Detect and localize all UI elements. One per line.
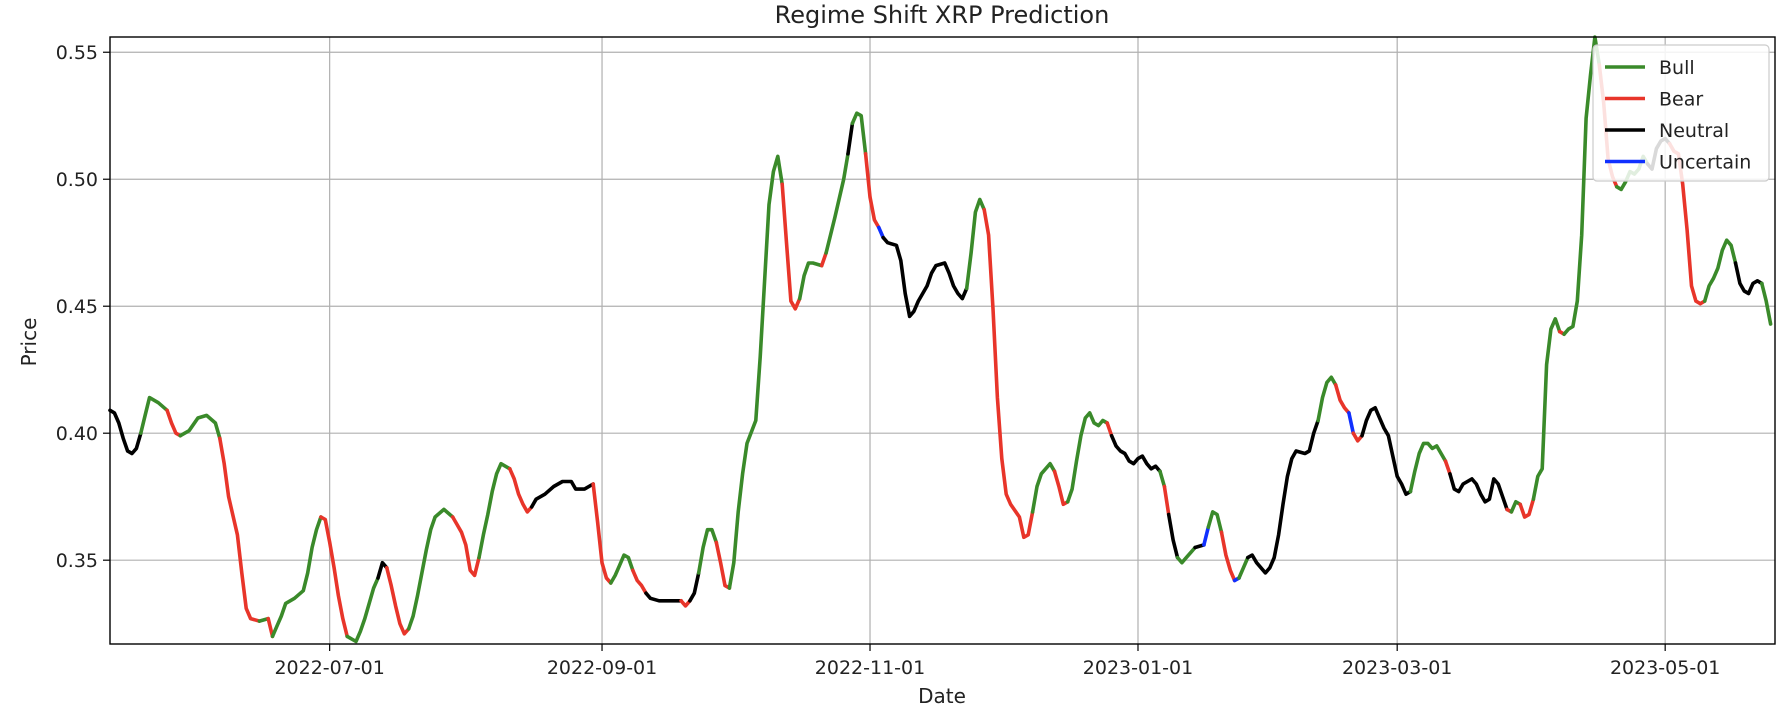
plot-frame <box>109 36 1776 645</box>
series-segment-neutral <box>1166 512 1180 560</box>
series-segment-bull <box>406 507 455 631</box>
y-axis-label: Price <box>17 318 41 367</box>
series-segment-bull <box>1702 238 1738 303</box>
series-segment-bull <box>178 413 222 441</box>
series-segment-uncertain <box>1347 411 1356 436</box>
x-axis-ticks: 2022-07-01 2022-09-01 2022-11-01 2023-01-01… <box>274 644 1720 679</box>
series-segment-bear <box>1443 459 1452 476</box>
series-segment-bear <box>507 466 534 514</box>
y-axis-ticks: 0.35 0.40 0.45 0.50 0.55 <box>56 42 110 572</box>
chart-title: Regime Shift XRP Prediction <box>775 1 1110 29</box>
series-segment-neutral <box>1448 471 1509 512</box>
series-segment-uncertain <box>876 225 886 240</box>
legend-label-bear: Bear <box>1659 89 1703 111</box>
series-segment-neutral <box>1109 433 1162 474</box>
series-segment-bear <box>218 436 262 623</box>
series-segment-bull <box>727 154 785 590</box>
series-segment-bull <box>1531 317 1562 502</box>
y-tick-label: 0.55 <box>56 42 98 64</box>
series-segment-bull <box>1408 441 1448 494</box>
series-segment-bear <box>780 182 802 311</box>
legend-label-uncertain: Uncertain <box>1659 152 1751 174</box>
series-segment-bear <box>266 616 275 639</box>
legend-label-neutral: Neutral <box>1659 120 1729 142</box>
series-segment-neutral <box>881 235 969 319</box>
series-segment-bear <box>1105 421 1114 438</box>
series-segment-bear <box>165 408 183 438</box>
x-tick-label: 2022-07-01 <box>274 657 384 679</box>
series-segment-bear <box>982 207 1035 540</box>
series-segment-bull <box>824 152 850 255</box>
series-segment-bear <box>450 515 481 578</box>
series-segment-bull <box>477 461 512 560</box>
series-segment-bull <box>270 515 323 639</box>
series-segment-bear <box>863 152 881 230</box>
legend: Bull Bear Neutral Uncertain <box>1592 44 1770 182</box>
series-segment-bear <box>384 565 411 636</box>
series-segment-bull <box>964 197 987 291</box>
x-tick-label: 2023-05-01 <box>1610 657 1720 679</box>
series-segment-neutral <box>108 408 143 456</box>
series-segment-bull <box>696 527 719 575</box>
y-tick-label: 0.45 <box>56 296 98 318</box>
series-segment-bull <box>797 261 824 301</box>
series-segment-uncertain <box>1202 525 1211 547</box>
series-segment-bull <box>1175 545 1197 565</box>
series-segment-bear <box>1219 530 1237 583</box>
series-segment-bull <box>1030 461 1057 514</box>
x-tick-label: 2023-03-01 <box>1342 657 1452 679</box>
series-segment-bull <box>139 395 169 436</box>
series-segment-bull <box>1158 469 1167 489</box>
series-segment-bull <box>345 576 380 644</box>
series-segment-bull <box>1206 510 1224 535</box>
series-segment-neutral <box>1246 418 1320 575</box>
series-segment-neutral <box>846 121 855 156</box>
series-segment-bear <box>1333 383 1351 415</box>
series-segment-bear <box>714 540 732 590</box>
x-axis-label: Date <box>918 684 966 708</box>
x-tick-label: 2022-11-01 <box>815 657 925 679</box>
series-segment-bear <box>1162 484 1171 517</box>
series-segment-bear <box>591 482 613 585</box>
series-segment-neutral <box>1733 261 1764 296</box>
y-tick-label: 0.50 <box>56 169 98 191</box>
series-segment-bull <box>1065 411 1109 504</box>
y-tick-label: 0.35 <box>56 550 98 572</box>
series-segment-neutral <box>1360 405 1413 497</box>
series-segment-bear <box>319 515 350 639</box>
series-segment-bear <box>819 251 828 268</box>
x-tick-label: 2022-09-01 <box>547 657 657 679</box>
series-segment-bear <box>630 568 648 596</box>
series-segment-bear <box>1518 497 1536 519</box>
legend-box <box>1592 44 1770 182</box>
series-segment-bull <box>608 553 635 585</box>
series-segment-bear <box>1351 431 1364 443</box>
y-tick-label: 0.40 <box>56 423 98 445</box>
series-segment-neutral <box>529 479 596 509</box>
series-segment-neutral <box>376 560 389 580</box>
series-segment-neutral <box>644 591 683 603</box>
series-segment-bull <box>1237 555 1250 580</box>
series-segment-bull <box>1760 281 1773 326</box>
price-series <box>108 35 1773 644</box>
series-segment-neutral <box>688 571 701 603</box>
series-segment-bear <box>679 598 692 608</box>
series-segment-bull <box>1316 375 1338 423</box>
series-segment-bull <box>850 111 868 156</box>
legend-label-bull: Bull <box>1659 57 1695 79</box>
x-tick-label: 2023-01-01 <box>1083 657 1193 679</box>
series-segment-bear <box>1052 469 1070 507</box>
